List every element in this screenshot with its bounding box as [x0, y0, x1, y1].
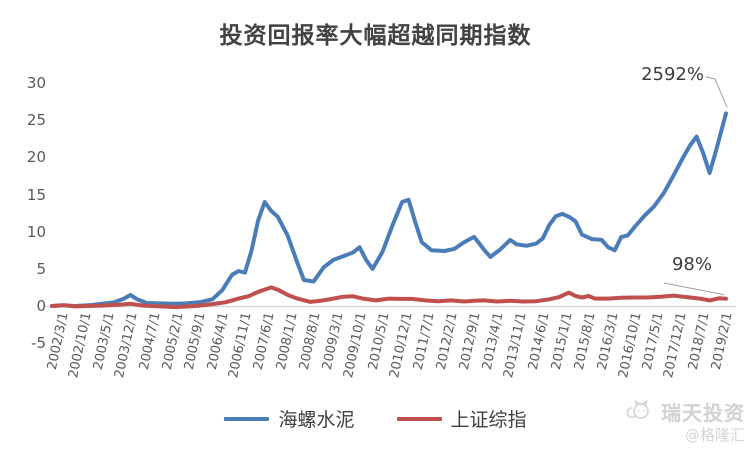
watermark-handle: @格隆汇	[684, 426, 745, 444]
annotation-index-return: 98%	[671, 254, 712, 275]
y-axis-tick-label: 0	[36, 297, 46, 315]
y-axis-tick-label: 20	[26, 148, 46, 167]
y-axis-tick-label: 5	[36, 259, 46, 278]
watermark-brand: 瑞天投资	[661, 401, 745, 425]
series-line-conch-cement	[50, 111, 728, 308]
legend: 海螺水泥 上证综指	[0, 405, 751, 432]
series-line-shanghai-index	[50, 285, 728, 310]
legend-label-shanghai-index: 上证综指	[450, 409, 527, 431]
legend-label-conch-cement: 海螺水泥	[278, 409, 355, 431]
watermark: 瑞天投资 @格隆汇	[625, 397, 745, 445]
annotation-conch-return: 2592%	[641, 64, 704, 85]
y-axis-tick-label: 30	[26, 74, 46, 93]
y-axis-tick-label: 10	[26, 222, 46, 241]
legend-item-shanghai-index: 上证综指	[396, 405, 527, 432]
callout-line-index	[663, 282, 725, 296]
y-axis-tick-label: 15	[26, 185, 46, 204]
y-axis-tick-label: 25	[26, 111, 46, 130]
legend-item-conch-cement: 海螺水泥	[224, 405, 355, 432]
callout-line-conch	[705, 76, 728, 108]
legend-line-sample-blue	[224, 416, 270, 421]
chart-title: 投资回报率大幅超越同期指数	[219, 23, 532, 49]
legend-line-sample-red	[396, 416, 442, 421]
y-axis-tick-label: -5	[31, 334, 46, 353]
cat-logo-icon	[625, 398, 655, 426]
